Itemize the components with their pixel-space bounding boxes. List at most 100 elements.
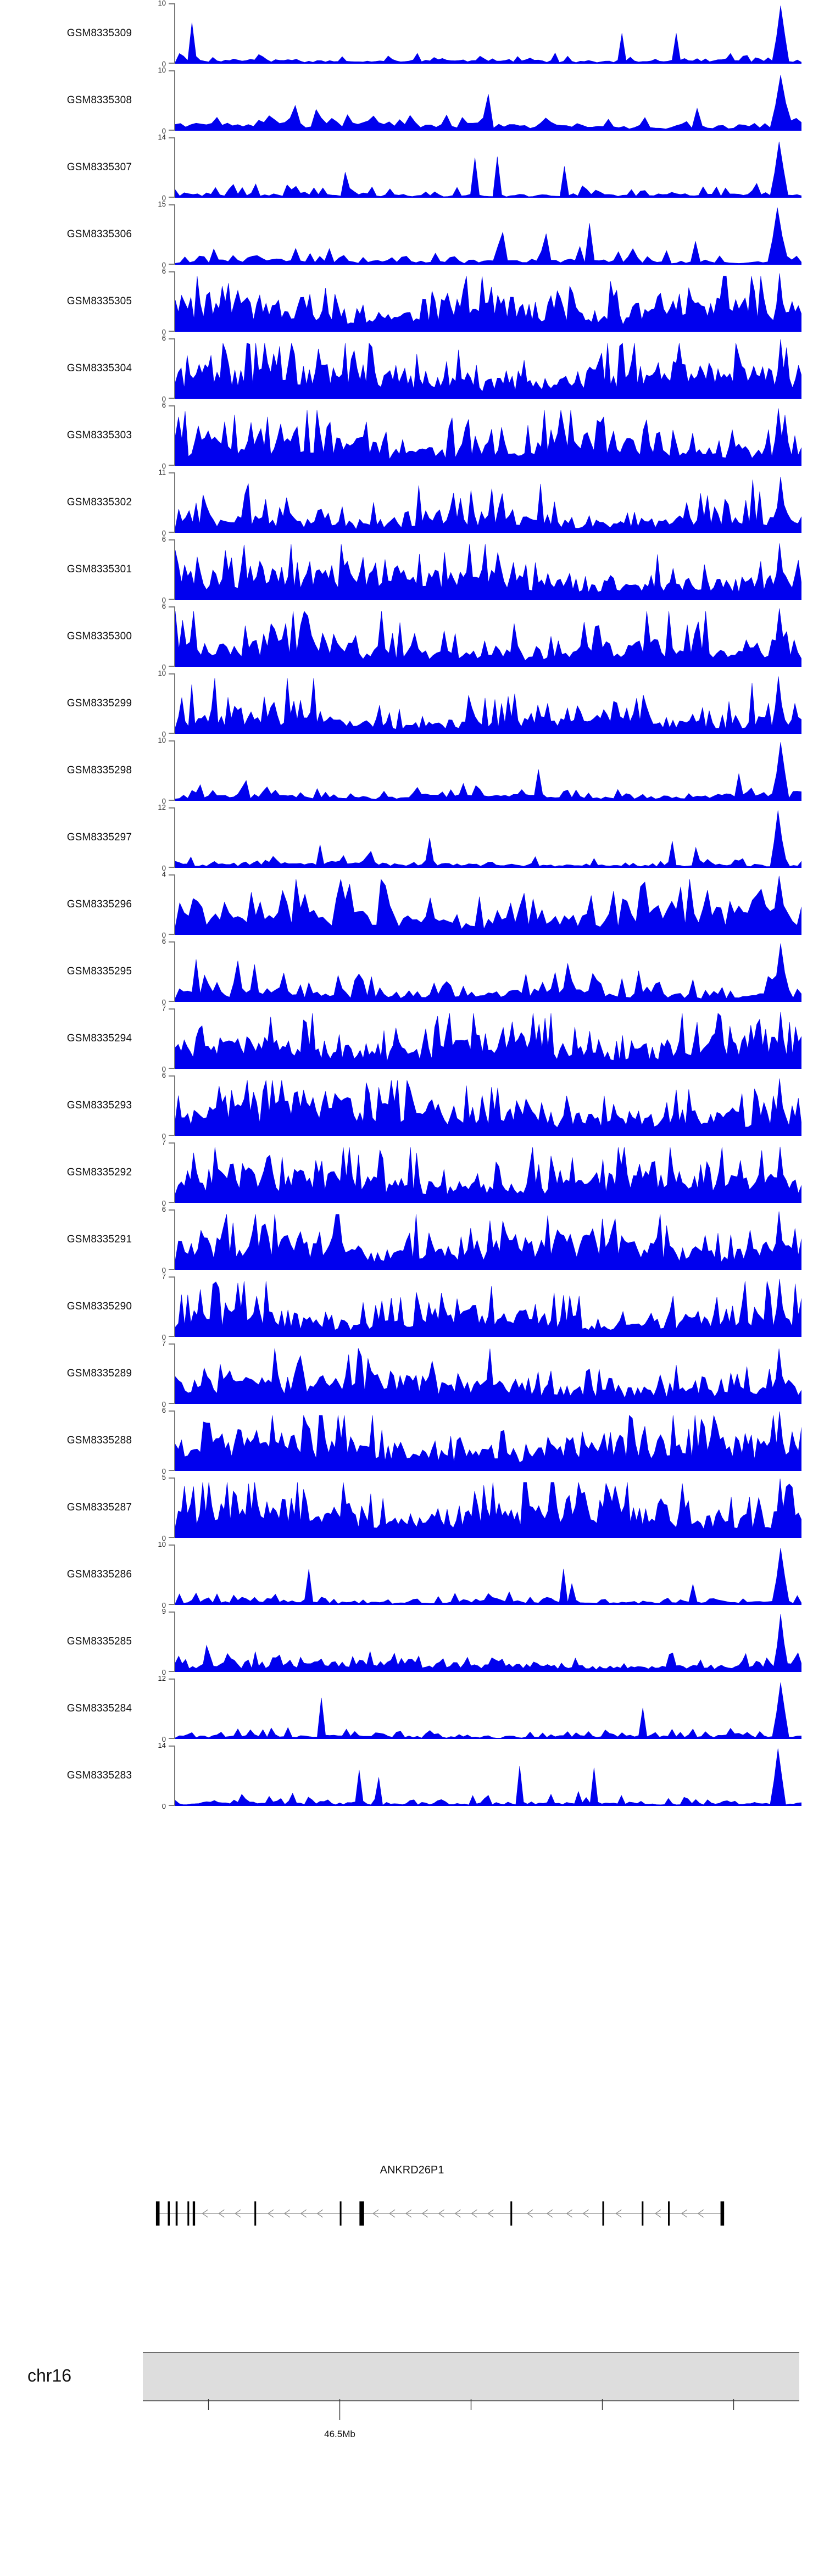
coverage-track[interactable]: GSM8335298 10 0 — [0, 736, 824, 805]
gene-exon[interactable] — [192, 2201, 196, 2226]
coverage-plot-area[interactable] — [175, 405, 801, 466]
coverage-track[interactable]: GSM8335283 14 0 — [0, 1741, 824, 1810]
gene-exon[interactable] — [187, 2201, 190, 2226]
y-axis-zero-label: 0 — [162, 1735, 166, 1743]
strand-arrow-icon — [471, 2209, 477, 2218]
coverage-plot-area[interactable] — [175, 1008, 801, 1069]
coverage-plot-area[interactable] — [175, 1075, 801, 1136]
y-axis-tick-zero — [169, 1202, 175, 1203]
y-axis-max-label: 10 — [158, 1540, 166, 1548]
y-axis-max-label: 9 — [162, 1607, 166, 1615]
track-label-GSM8335284: GSM8335284 — [66, 1703, 132, 1714]
track-label-GSM8335296: GSM8335296 — [66, 899, 132, 910]
coverage-plot-area[interactable] — [175, 807, 801, 868]
gene-exon[interactable] — [339, 2201, 342, 2226]
coverage-plot-area[interactable] — [175, 1477, 801, 1538]
coverage-track[interactable]: GSM8335287 5 0 — [0, 1473, 824, 1542]
coverage-track[interactable]: GSM8335295 6 0 — [0, 937, 824, 1006]
coverage-track[interactable]: GSM8335301 6 0 — [0, 535, 824, 604]
coverage-plot-area[interactable] — [175, 941, 801, 1002]
coverage-track[interactable]: GSM8335293 6 0 — [0, 1071, 824, 1140]
coverage-plot-area[interactable] — [175, 1746, 801, 1806]
y-axis-line — [174, 271, 175, 332]
coverage-plot-area[interactable] — [175, 1410, 801, 1471]
coverage-track[interactable]: GSM8335291 6 0 — [0, 1205, 824, 1274]
coverage-plot-area[interactable] — [175, 70, 801, 131]
gene-exon[interactable] — [168, 2201, 170, 2226]
coverage-track[interactable]: GSM8335308 10 0 — [0, 66, 824, 135]
y-axis-max-label: 6 — [162, 602, 166, 610]
y-axis-line — [174, 1008, 175, 1069]
coverage-plot-area[interactable] — [175, 271, 801, 332]
track-label-GSM8335286: GSM8335286 — [66, 1569, 132, 1580]
coverage-track[interactable]: GSM8335309 10 0 — [0, 0, 824, 68]
coverage-plot-area[interactable] — [175, 472, 801, 533]
coverage-plot-area[interactable] — [175, 3, 801, 64]
y-axis-tick-max — [169, 606, 175, 607]
coverage-track[interactable]: GSM8335297 12 0 — [0, 803, 824, 872]
coverage-plot-area[interactable] — [175, 874, 801, 935]
gene-exon[interactable] — [510, 2201, 513, 2226]
coverage-area — [175, 1279, 801, 1337]
coverage-track[interactable]: GSM8335288 6 0 — [0, 1406, 824, 1475]
chromosome-ideogram-bar[interactable] — [143, 2352, 799, 2401]
y-axis-tick-zero — [169, 1738, 175, 1739]
coverage-area — [175, 1682, 801, 1739]
coverage-track[interactable]: GSM8335286 10 0 — [0, 1540, 824, 1609]
gene-exon[interactable] — [668, 2201, 670, 2226]
coverage-track[interactable]: GSM8335303 6 0 — [0, 401, 824, 470]
coverage-area — [175, 943, 801, 1002]
y-axis-tick-zero — [169, 1470, 175, 1471]
y-axis-tick-zero — [169, 1269, 175, 1270]
coverage-plot-area[interactable] — [175, 1209, 801, 1270]
y-axis-tick-max — [169, 1209, 175, 1211]
coverage-track[interactable]: GSM8335300 6 0 — [0, 602, 824, 671]
coverage-track[interactable]: GSM8335307 14 0 — [0, 133, 824, 202]
y-axis-tick-zero — [169, 1805, 175, 1806]
gene-exon[interactable] — [254, 2201, 257, 2226]
coverage-plot-area[interactable] — [175, 1612, 801, 1672]
y-axis-tick-zero — [169, 1537, 175, 1538]
coverage-plot-area[interactable] — [175, 606, 801, 667]
y-axis-tick-max — [169, 1679, 175, 1680]
coverage-track[interactable]: GSM8335306 15 0 — [0, 200, 824, 269]
track-label-GSM8335305: GSM8335305 — [66, 295, 132, 307]
coverage-plot-area[interactable] — [175, 1142, 801, 1203]
gene-exon[interactable] — [155, 2201, 160, 2226]
coverage-plot-area[interactable] — [175, 539, 801, 600]
coverage-area — [175, 1479, 801, 1538]
gene-exon[interactable] — [602, 2201, 604, 2226]
track-label-GSM8335300: GSM8335300 — [66, 631, 132, 642]
y-axis-line — [174, 3, 175, 64]
y-axis-tick-zero — [169, 465, 175, 466]
coverage-track[interactable]: GSM8335302 11 0 — [0, 468, 824, 537]
coverage-plot-area[interactable] — [175, 137, 801, 198]
coverage-track[interactable]: GSM8335289 7 0 — [0, 1339, 824, 1408]
gene-exon[interactable] — [642, 2201, 644, 2226]
coverage-plot-area[interactable] — [175, 1276, 801, 1337]
y-axis-line — [174, 740, 175, 801]
coverage-plot-area[interactable] — [175, 1545, 801, 1605]
coverage-plot-area[interactable] — [175, 338, 801, 399]
y-axis-zero-label: 0 — [162, 1467, 166, 1475]
coverage-track[interactable]: GSM8335305 6 0 — [0, 267, 824, 336]
gene-exon[interactable] — [720, 2201, 725, 2226]
track-label-GSM8335283: GSM8335283 — [66, 1770, 132, 1781]
coverage-plot-area[interactable] — [175, 740, 801, 801]
coverage-track[interactable]: GSM8335294 7 0 — [0, 1004, 824, 1073]
coverage-plot-area[interactable] — [175, 204, 801, 265]
coverage-track[interactable]: GSM8335290 7 0 — [0, 1272, 824, 1341]
coverage-track[interactable]: GSM8335284 12 0 — [0, 1674, 824, 1743]
coverage-track[interactable]: GSM8335304 6 0 — [0, 334, 824, 403]
coverage-track[interactable]: GSM8335292 7 0 — [0, 1138, 824, 1207]
coverage-track[interactable]: GSM8335299 10 0 — [0, 669, 824, 738]
coverage-track[interactable]: GSM8335296 4 0 — [0, 870, 824, 939]
gene-exon[interactable] — [359, 2201, 364, 2226]
gene-exon[interactable] — [175, 2201, 178, 2226]
coverage-track[interactable]: GSM8335285 9 0 — [0, 1607, 824, 1676]
y-axis-tick-zero — [169, 63, 175, 64]
coverage-plot-area[interactable] — [175, 1343, 801, 1404]
coverage-plot-area[interactable] — [175, 673, 801, 734]
coverage-plot-area[interactable] — [175, 1679, 801, 1739]
